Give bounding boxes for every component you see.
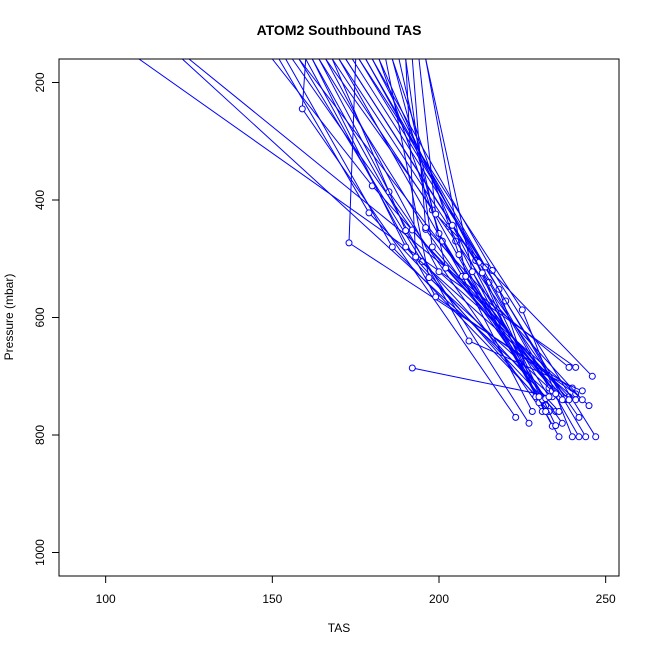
data-point: [462, 272, 470, 280]
data-point: [298, 105, 306, 113]
data-point: [575, 433, 583, 441]
data-point: [482, 263, 490, 271]
data-point: [512, 413, 520, 421]
data-point: [588, 372, 596, 380]
x-tick-label: 200: [429, 592, 449, 606]
profile-line-18: [325, 59, 580, 418]
data-point: [402, 227, 410, 235]
data-point: [558, 396, 566, 404]
profile-line-19: [331, 59, 530, 424]
data-point: [432, 210, 440, 218]
data-point: [402, 243, 410, 251]
y-tick-label: 800: [33, 425, 47, 445]
y-tick-label: 600: [33, 307, 47, 327]
profile-line-21: [338, 59, 553, 427]
y-tick-label: 400: [33, 190, 47, 210]
data-point: [428, 243, 436, 251]
data-point: [465, 337, 473, 345]
data-point: [365, 209, 373, 217]
data-point: [558, 419, 566, 427]
x-tick-label: 250: [596, 592, 616, 606]
data-point: [568, 433, 576, 441]
data-point: [535, 393, 543, 401]
data-point: [565, 396, 573, 404]
data-point: [552, 422, 560, 430]
data-point: [555, 433, 563, 441]
profile-line-5: [301, 59, 517, 418]
data-point: [435, 230, 443, 237]
data-point: [422, 224, 430, 232]
data-point: [488, 267, 496, 274]
data-point: [565, 363, 573, 371]
y-tick-label: 1000: [33, 539, 47, 566]
data-point: [525, 419, 533, 427]
data-point: [545, 393, 553, 401]
data-point: [432, 293, 440, 301]
data-point: [528, 408, 536, 415]
data-point: [388, 243, 396, 251]
y-tick-label: 200: [33, 72, 47, 92]
data-point: [592, 433, 600, 441]
y-axis-label: Pressure (mbar): [2, 274, 16, 361]
data-point: [578, 396, 586, 404]
data-point: [478, 269, 486, 277]
data-point: [425, 274, 433, 282]
data-point: [572, 396, 580, 404]
axes: 100 150 200 250 200 400 600 800 1000: [33, 72, 616, 606]
data-point: [575, 413, 583, 421]
x-tick-label: 150: [262, 592, 282, 606]
data-point: [435, 268, 443, 276]
profile-line-23: [345, 59, 540, 403]
data-point: [468, 268, 476, 276]
profile-line-43: [425, 59, 550, 398]
plot-area: [138, 59, 600, 441]
x-tick-label: 100: [96, 592, 116, 606]
data-point: [552, 390, 560, 398]
x-axis-label: TAS: [328, 621, 350, 635]
data-point: [412, 253, 420, 261]
data-point: [442, 264, 450, 272]
data-point: [582, 433, 590, 441]
data-point: [578, 387, 586, 395]
data-point: [585, 402, 593, 410]
data-point: [345, 239, 353, 247]
data-point: [572, 363, 580, 371]
data-point: [518, 306, 526, 314]
chart-title: ATOM2 Southbound TAS: [257, 22, 422, 38]
data-point: [542, 408, 550, 415]
data-point: [408, 364, 416, 372]
